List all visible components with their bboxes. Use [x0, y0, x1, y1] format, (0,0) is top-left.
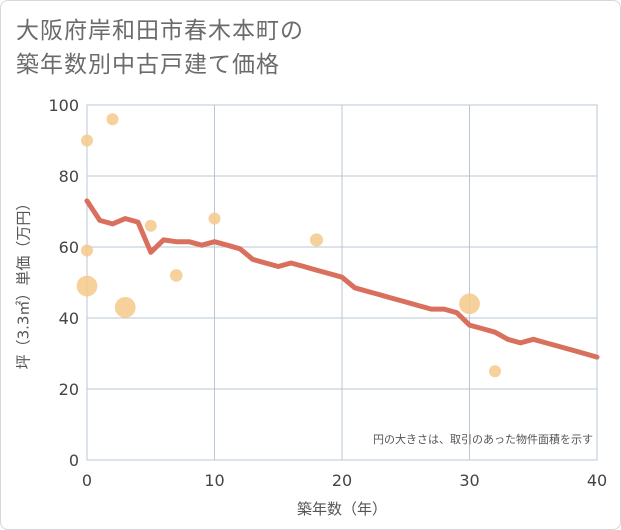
y-tick-label: 40 — [59, 309, 79, 328]
y-axis-ticks: 0 20 40 60 80 100 — [48, 96, 79, 470]
line-layer — [84, 198, 600, 360]
x-axis-label: 築年数（年） — [297, 500, 387, 518]
x-tick-label: 40 — [587, 471, 607, 490]
bubble-point — [459, 293, 480, 315]
bubble-point — [489, 365, 501, 378]
bubble-point — [106, 113, 119, 126]
bubble-point — [114, 296, 136, 318]
grid-lines — [86, 104, 598, 461]
average-price-line — [84, 198, 600, 360]
y-tick-label: 0 — [69, 451, 79, 470]
bubble-point — [309, 233, 324, 247]
x-tick-label: 20 — [332, 471, 352, 490]
chart-title: 大阪府岸和田市春木本町の 築年数別中古戸建て価格 — [16, 14, 304, 82]
x-tick-label: 0 — [82, 471, 92, 490]
bubble-point — [81, 134, 93, 147]
bubble-layer — [76, 113, 501, 378]
y-axis-label: 坪（3.3㎡）単価（万円） — [15, 196, 33, 370]
y-tick-label: 20 — [59, 380, 79, 399]
x-tick-label: 10 — [204, 471, 224, 490]
bubble-point — [76, 275, 98, 297]
bubble-point — [208, 212, 221, 225]
bubble-point — [81, 244, 93, 257]
size-note: 円の大きさは、取引のあった物件面積を示す — [373, 432, 593, 446]
x-tick-label: 30 — [459, 471, 479, 490]
y-tick-label: 80 — [59, 167, 79, 186]
x-axis-ticks: 0 10 20 30 40 — [82, 471, 607, 490]
title-line-2: 築年数別中古戸建て価格 — [16, 52, 280, 78]
title-line-1: 大阪府岸和田市春木本町の — [16, 18, 304, 44]
y-tick-label: 100 — [48, 96, 79, 115]
y-tick-label: 60 — [59, 238, 79, 257]
bubble-point — [169, 269, 183, 282]
bubble-point — [144, 219, 157, 232]
